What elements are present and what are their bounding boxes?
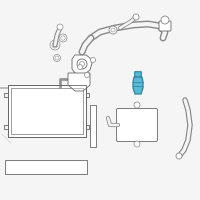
Circle shape <box>61 36 65 40</box>
Circle shape <box>78 64 83 70</box>
Bar <box>8 85 86 137</box>
Circle shape <box>176 153 182 159</box>
Circle shape <box>59 34 67 42</box>
Circle shape <box>57 24 63 30</box>
Circle shape <box>54 54 60 62</box>
Bar <box>5 160 87 174</box>
FancyBboxPatch shape <box>135 72 141 77</box>
Bar <box>11 88 83 134</box>
Circle shape <box>134 102 140 108</box>
Circle shape <box>134 141 140 147</box>
Circle shape <box>84 72 90 77</box>
Polygon shape <box>68 73 90 91</box>
Circle shape <box>80 62 84 66</box>
Circle shape <box>77 59 87 69</box>
FancyBboxPatch shape <box>159 21 171 31</box>
Polygon shape <box>133 77 143 94</box>
Bar <box>90 105 96 147</box>
Circle shape <box>55 56 59 60</box>
Polygon shape <box>72 55 92 75</box>
Circle shape <box>133 14 139 20</box>
Bar <box>8 85 86 137</box>
FancyBboxPatch shape <box>116 108 158 142</box>
Bar <box>11 88 83 134</box>
Circle shape <box>52 42 58 48</box>
Circle shape <box>161 16 169 24</box>
Circle shape <box>111 28 115 32</box>
Circle shape <box>109 26 117 34</box>
Circle shape <box>50 40 60 50</box>
Circle shape <box>90 58 96 62</box>
